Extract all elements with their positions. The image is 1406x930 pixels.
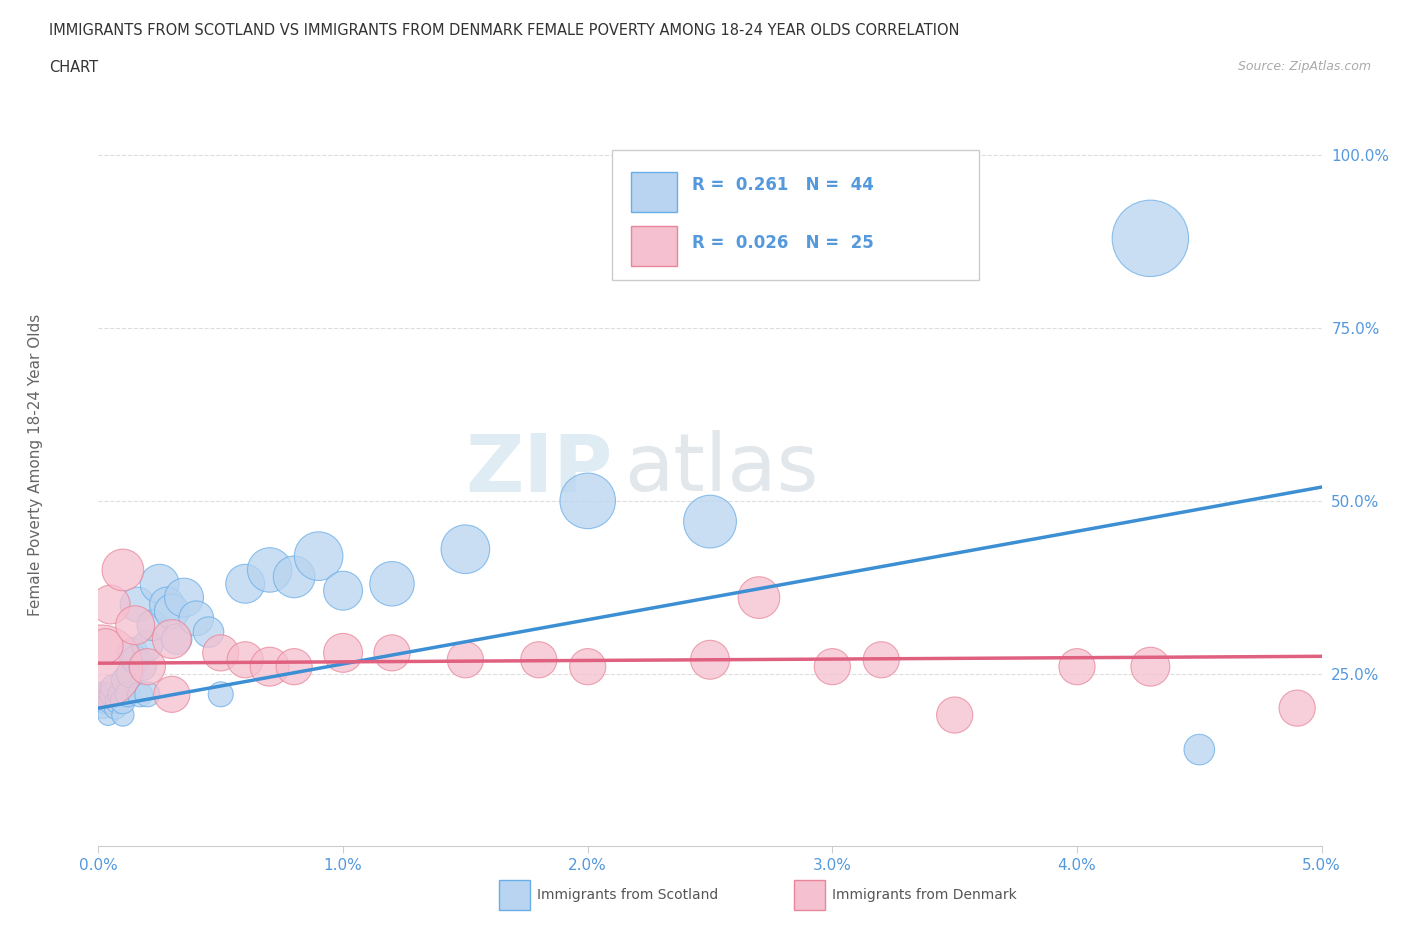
Point: [131, 659, 153, 674]
FancyBboxPatch shape: [630, 226, 678, 266]
Point: [233, 577, 256, 591]
Point: [943, 708, 966, 723]
Point: [381, 577, 404, 591]
Point: [381, 645, 404, 660]
Point: [576, 494, 599, 509]
Point: [283, 569, 305, 584]
Point: [283, 659, 305, 674]
Point: [576, 659, 599, 674]
Point: [149, 577, 172, 591]
Point: [173, 591, 195, 605]
Point: [1188, 742, 1211, 757]
Point: [141, 618, 163, 632]
Point: [127, 597, 149, 612]
Point: [91, 687, 114, 702]
Point: [1286, 700, 1309, 715]
Point: [699, 514, 721, 529]
Text: Immigrants from Scotland: Immigrants from Scotland: [537, 887, 718, 902]
Point: [1139, 231, 1161, 246]
Point: [107, 694, 129, 709]
Point: [121, 645, 143, 660]
FancyBboxPatch shape: [630, 172, 678, 211]
Text: ZIP: ZIP: [465, 430, 612, 508]
Point: [90, 659, 112, 674]
Point: [117, 687, 139, 702]
Text: Female Poverty Among 18-24 Year Olds: Female Poverty Among 18-24 Year Olds: [28, 314, 42, 617]
Point: [160, 687, 183, 702]
Point: [110, 687, 132, 702]
Point: [870, 652, 893, 667]
Point: [332, 583, 354, 598]
Point: [454, 652, 477, 667]
Point: [97, 708, 120, 723]
FancyBboxPatch shape: [612, 150, 979, 281]
Point: [821, 659, 844, 674]
Point: [94, 694, 117, 709]
Point: [129, 687, 152, 702]
Point: [308, 549, 330, 564]
Point: [100, 694, 122, 709]
Point: [197, 625, 219, 640]
Point: [100, 687, 122, 702]
Point: [156, 597, 179, 612]
Point: [124, 652, 146, 667]
Point: [91, 700, 114, 715]
Point: [1066, 659, 1088, 674]
Point: [186, 611, 208, 626]
Point: [100, 597, 122, 612]
Text: IMMIGRANTS FROM SCOTLAND VS IMMIGRANTS FROM DENMARK FEMALE POVERTY AMONG 18-24 Y: IMMIGRANTS FROM SCOTLAND VS IMMIGRANTS F…: [49, 23, 960, 38]
Point: [114, 673, 136, 688]
Point: [90, 694, 112, 709]
Point: [166, 631, 188, 646]
Point: [101, 680, 124, 695]
Text: Immigrants from Denmark: Immigrants from Denmark: [832, 887, 1017, 902]
Point: [699, 652, 721, 667]
Text: CHART: CHART: [49, 60, 98, 75]
Point: [209, 645, 232, 660]
Point: [259, 563, 281, 578]
Point: [160, 604, 183, 618]
Point: [136, 639, 159, 654]
Point: [111, 694, 134, 709]
Point: [160, 631, 183, 646]
Point: [111, 563, 134, 578]
Point: [259, 659, 281, 674]
Point: [332, 645, 354, 660]
Text: Source: ZipAtlas.com: Source: ZipAtlas.com: [1237, 60, 1371, 73]
Point: [120, 666, 142, 681]
Point: [233, 652, 256, 667]
Text: R =  0.026   N =  25: R = 0.026 N = 25: [692, 233, 873, 252]
Text: atlas: atlas: [624, 430, 818, 508]
Point: [124, 618, 146, 632]
Point: [1139, 659, 1161, 674]
Point: [527, 652, 550, 667]
Point: [111, 708, 134, 723]
Point: [104, 700, 127, 715]
Point: [94, 639, 117, 654]
Point: [136, 687, 159, 702]
Point: [209, 687, 232, 702]
Point: [136, 659, 159, 674]
Point: [454, 542, 477, 557]
Text: R =  0.261   N =  44: R = 0.261 N = 44: [692, 176, 873, 193]
Point: [94, 687, 117, 702]
Point: [748, 591, 770, 605]
